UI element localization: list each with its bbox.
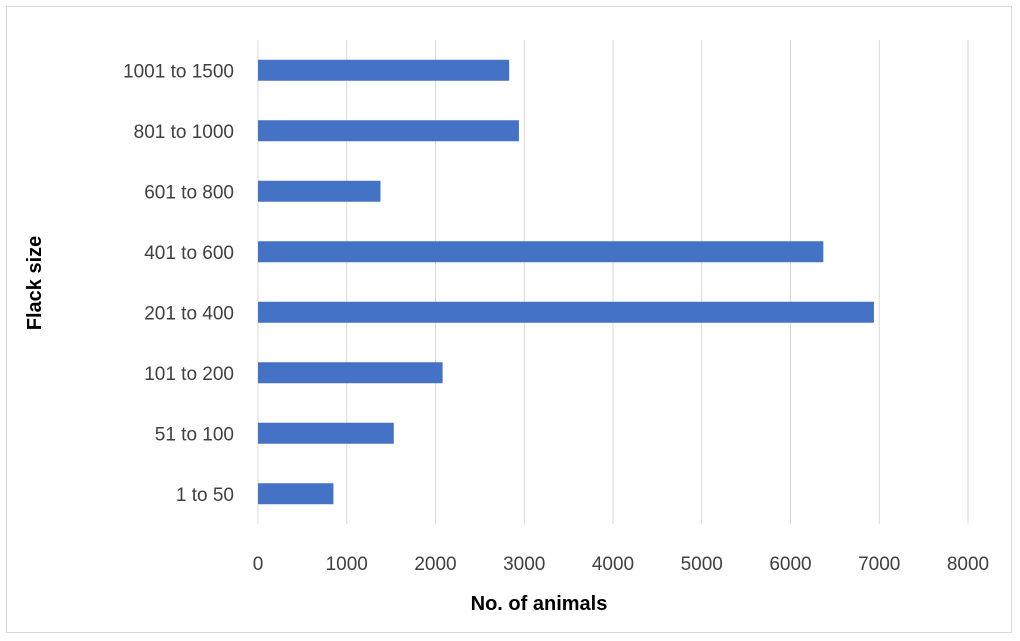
x-tick-label: 2000 [414, 554, 456, 575]
category-labels: 1 to 50 51 to 100 101 to 200 201 to 400 401 … [123, 61, 234, 506]
category-label: 601 to 800 [144, 182, 234, 203]
bar [258, 59, 510, 81]
y-axis-title: Flack size [24, 236, 46, 331]
category-label: 1 to 50 [176, 485, 234, 506]
x-tick-label: 0 [253, 554, 264, 575]
x-tick-label: 3000 [503, 554, 545, 575]
x-tick-label: 1000 [326, 554, 368, 575]
bar [258, 483, 334, 505]
bar [258, 301, 874, 323]
bars [258, 59, 874, 505]
x-tick-label: 4000 [592, 554, 634, 575]
category-label: 51 to 100 [155, 424, 234, 445]
category-label: 1001 to 1500 [123, 61, 234, 82]
bar [258, 180, 381, 202]
bar [258, 362, 443, 384]
x-tick-label: 6000 [769, 554, 811, 575]
bar [258, 422, 394, 444]
x-tick-label: 8000 [947, 554, 989, 575]
bar [258, 241, 824, 263]
x-axis-title: No. of animals [471, 593, 608, 615]
gridlines [257, 40, 969, 524]
x-tick-label: 5000 [681, 554, 723, 575]
bar [258, 120, 519, 142]
category-label: 201 to 400 [144, 303, 234, 324]
category-label: 401 to 600 [144, 243, 234, 264]
x-tick-labels: 0 1000 2000 3000 4000 5000 6000 7000 8000 [253, 554, 989, 575]
x-tick-label: 7000 [858, 554, 900, 575]
category-label: 101 to 200 [144, 364, 234, 385]
category-label: 801 to 1000 [134, 122, 234, 143]
